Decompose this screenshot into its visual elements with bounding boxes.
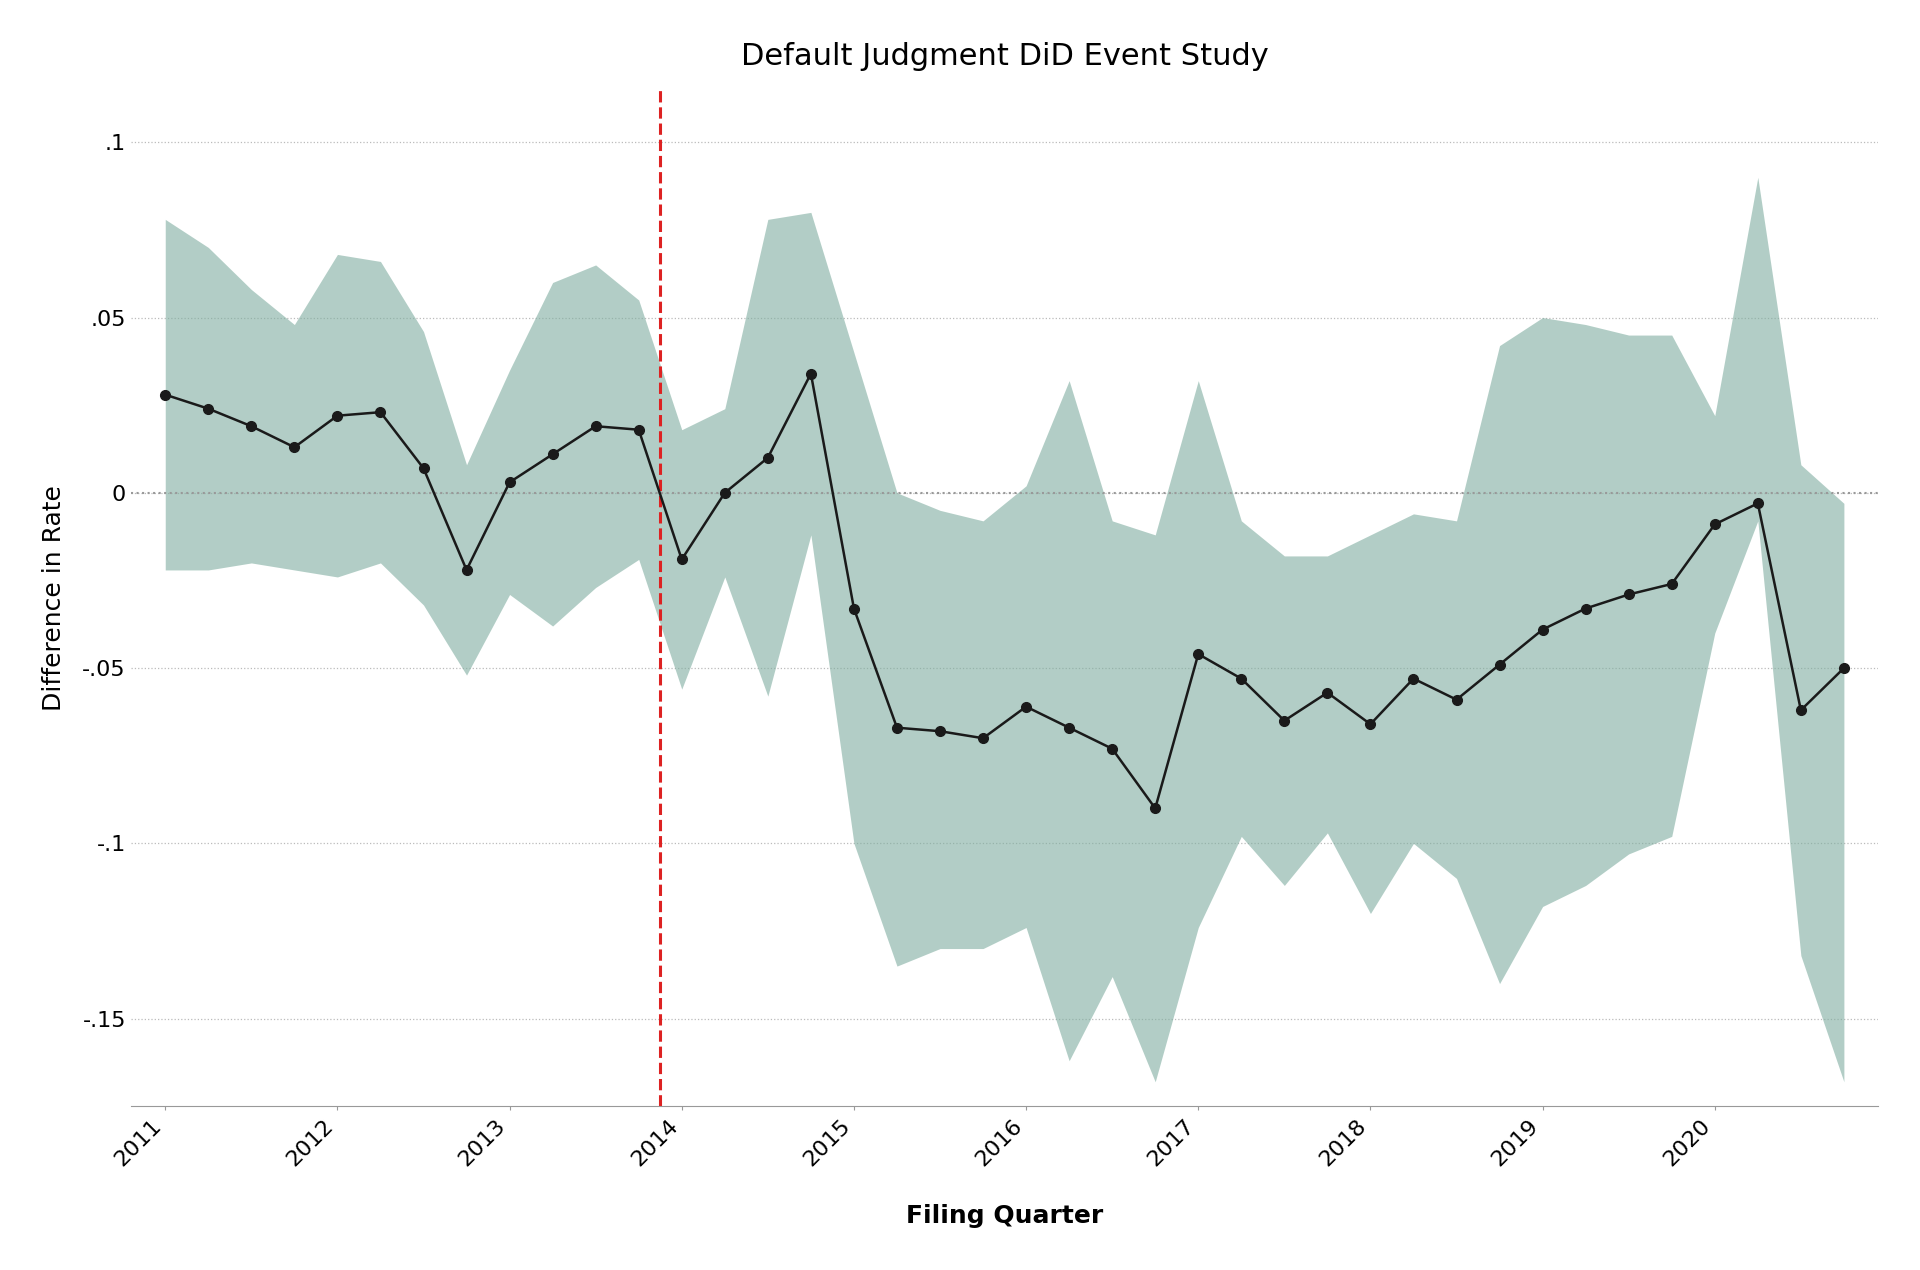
Y-axis label: Difference in Rate: Difference in Rate [42, 485, 65, 711]
X-axis label: Filing Quarter: Filing Quarter [906, 1204, 1104, 1228]
Title: Default Judgment DiD Event Study: Default Judgment DiD Event Study [741, 42, 1269, 71]
